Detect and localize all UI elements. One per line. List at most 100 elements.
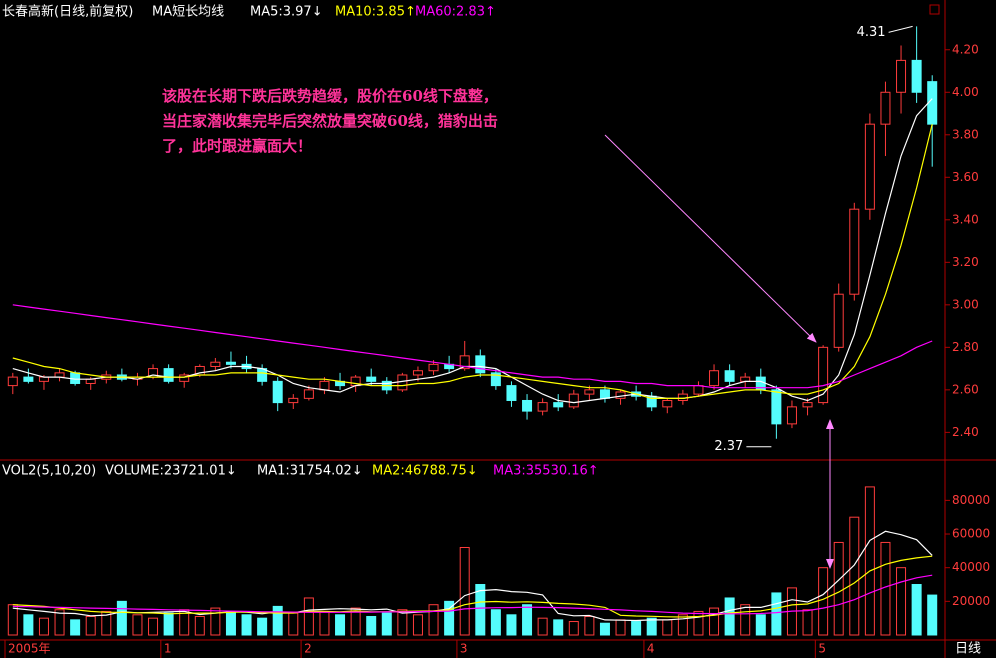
candle-body — [38, 376, 49, 382]
candle-body — [303, 389, 314, 399]
candle-body — [85, 378, 96, 384]
candle-body — [599, 389, 610, 399]
candle-body — [319, 380, 330, 391]
volume-bar — [366, 615, 377, 636]
ma-line — [12, 555, 933, 618]
candle-body — [490, 372, 501, 387]
volume-bar — [740, 604, 751, 636]
volume-bar — [335, 614, 346, 636]
x-tick-label: 2005年 — [8, 642, 51, 656]
volume-bar — [132, 614, 143, 636]
candle-body — [475, 355, 486, 374]
annotation: 该股在长期下跌后跌势趋缓，股价在60线下盘整， — [162, 87, 498, 105]
volume-bar — [911, 584, 922, 636]
y-tick-label: 80000 — [952, 493, 990, 507]
candle-body — [880, 91, 891, 125]
y-tick-label: 4.00 — [952, 85, 979, 99]
x-tick-label: 2 — [304, 642, 312, 656]
volume-bar — [677, 614, 688, 636]
volume-bar — [755, 614, 766, 636]
volume-bar — [662, 619, 673, 636]
volume-bar — [537, 617, 548, 636]
volume-bar — [303, 597, 314, 636]
volume-bar — [7, 604, 18, 636]
candle-body — [412, 370, 423, 376]
candle-body — [7, 376, 18, 387]
candle-body — [786, 406, 797, 425]
candle-body — [23, 376, 34, 382]
ma-line — [12, 304, 933, 389]
volume-bar — [225, 610, 236, 636]
ma-line — [12, 530, 933, 622]
volume-bar — [257, 617, 268, 636]
candle-body — [506, 385, 517, 401]
candle-body — [553, 402, 564, 408]
annotation: 了，此时跟进赢面大！ — [162, 137, 312, 155]
volume-bar — [771, 592, 782, 636]
candle-body — [288, 397, 299, 404]
y-tick-label: 3.40 — [952, 212, 979, 226]
volume-bar — [896, 567, 907, 636]
legend-entry: MA5:3.97↓ — [250, 5, 323, 20]
volume-bar — [646, 617, 657, 636]
low-label: 2.37 — [714, 439, 743, 454]
x-tick-label: 4 — [647, 642, 655, 656]
candle-body — [911, 59, 922, 93]
volume-bar — [631, 621, 642, 636]
candle-body — [802, 402, 813, 408]
candle-body — [522, 399, 533, 412]
volume-bar — [148, 617, 159, 636]
volume-bar — [599, 622, 610, 636]
chart-title: 长春高新(日线,前复权) — [2, 4, 133, 20]
volume-bar — [412, 614, 423, 636]
window-icon — [929, 4, 940, 15]
y-tick-label: 3.20 — [952, 255, 979, 269]
ma-line — [12, 124, 933, 399]
x-tick-label: 3 — [460, 642, 468, 656]
candle-body — [724, 370, 735, 382]
volume-bar — [241, 614, 252, 636]
volume-bar — [864, 486, 875, 636]
candle-body — [693, 385, 704, 395]
volume-bar — [568, 621, 579, 636]
volume-bar — [210, 607, 221, 636]
volume-bar — [927, 594, 938, 636]
candle-body — [428, 363, 439, 372]
label-arrow — [888, 25, 913, 33]
volume-title: VOL2(5,10,20) — [2, 464, 96, 479]
candle-body — [740, 376, 751, 382]
candle-body — [864, 123, 875, 210]
volume-bar — [70, 619, 81, 636]
volume-bar — [428, 604, 439, 636]
volume-bar — [693, 610, 704, 636]
volume-bar — [38, 617, 49, 636]
candle-body — [210, 361, 221, 367]
candle-body — [771, 389, 782, 425]
annotation: 当庄家潜收集完毕后突然放量突破60线，猎豹出击 — [162, 112, 498, 130]
volume-bar — [319, 610, 330, 636]
y-tick-label: 3.00 — [952, 297, 979, 311]
candle-body — [459, 355, 470, 370]
legend-entry: MA2:46788.75↓ — [372, 464, 478, 479]
candle-body — [163, 368, 174, 382]
legend-entry: MA1:31754.02↓ — [257, 464, 363, 479]
volume-bar — [522, 604, 533, 636]
y-tick-label: 4.20 — [952, 42, 979, 56]
volume-bar — [709, 607, 720, 636]
candle-body — [849, 208, 860, 295]
candle-body — [896, 59, 907, 93]
candle-body — [662, 399, 673, 408]
volume-bar — [444, 600, 455, 636]
volume-bar — [490, 609, 501, 636]
y-tick-label: 3.60 — [952, 170, 979, 184]
y-tick-label: 20000 — [952, 594, 990, 608]
legend-entry: MA3:35530.16↑ — [493, 464, 599, 479]
y-tick-label: 2.40 — [952, 425, 979, 439]
volume-subtitle: VOLUME:23721.01↓ — [105, 464, 237, 479]
volume-bar — [116, 600, 127, 636]
y-tick-label: 2.60 — [952, 382, 979, 396]
volume-bar — [350, 607, 361, 636]
candle-body — [818, 346, 829, 404]
volume-bar — [475, 584, 486, 636]
